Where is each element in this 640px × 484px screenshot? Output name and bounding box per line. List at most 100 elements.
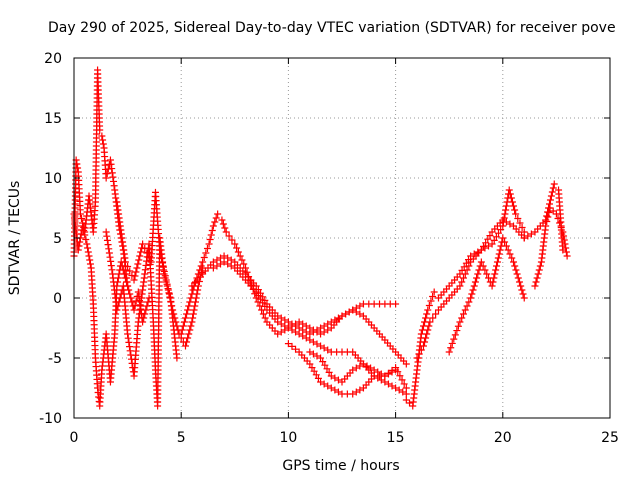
data-point [234, 248, 242, 256]
series-noon-low [209, 258, 410, 398]
data-point [132, 268, 140, 276]
y-tick-label: 5 [53, 231, 62, 247]
data-point [495, 229, 503, 237]
data-point [222, 228, 230, 236]
data-point [497, 226, 505, 234]
data-point [125, 338, 133, 346]
data-point [203, 245, 211, 252]
data-point [425, 302, 433, 309]
data-point [342, 310, 350, 318]
data-point [493, 262, 501, 270]
data-point [454, 322, 462, 330]
data-point [302, 322, 310, 330]
data-point [177, 330, 185, 338]
data-point [543, 212, 551, 220]
data-point [309, 338, 317, 346]
data-point [306, 330, 314, 338]
data-point [159, 259, 167, 267]
data-point [324, 346, 332, 354]
data-point [292, 322, 300, 330]
data-point [417, 346, 425, 354]
data-point [352, 308, 360, 316]
data-point [334, 376, 342, 384]
data-point [556, 219, 564, 227]
data-point [450, 335, 458, 343]
y-tick-label: -5 [48, 351, 62, 367]
data-point [124, 330, 132, 338]
data-point [205, 240, 213, 248]
data-point [213, 262, 221, 270]
data-point [505, 186, 513, 194]
data-point [459, 274, 467, 282]
data-point [426, 318, 434, 326]
x-tick-label: 5 [177, 430, 186, 446]
data-point [327, 384, 335, 392]
data-point [288, 320, 296, 328]
data-point [79, 222, 87, 230]
data-point [463, 266, 471, 274]
data-point [306, 348, 314, 356]
data-point [166, 293, 174, 301]
data-point [161, 272, 169, 280]
x-tick-label: 15 [387, 430, 405, 446]
y-axis-label: SDTVAR / TECUs [7, 181, 23, 296]
data-point [465, 298, 473, 306]
data-point [105, 249, 113, 257]
data-point [427, 297, 435, 305]
data-point [110, 182, 118, 190]
series-late-recovery-c [445, 234, 528, 356]
data-point [197, 262, 205, 270]
data-point [467, 294, 475, 302]
data-point [370, 366, 378, 374]
data-point [126, 267, 134, 275]
data-point [86, 260, 94, 268]
data-point [207, 231, 215, 239]
data-point [103, 170, 111, 177]
data-point [277, 328, 285, 336]
data-point [324, 326, 332, 334]
data-point [236, 252, 244, 260]
data-point [183, 338, 191, 346]
x-axis-label: GPS time / hours [282, 458, 399, 474]
data-point [233, 244, 241, 252]
data-point [102, 174, 110, 182]
data-point [494, 254, 502, 262]
data-point [323, 365, 331, 373]
data-point [492, 266, 500, 274]
data-point [131, 272, 139, 280]
data-point [519, 290, 527, 298]
data-point [110, 177, 118, 185]
data-point [367, 364, 375, 372]
data-point [320, 328, 328, 336]
tick-layer: 0 5 10 15 20 25 -10 -5 0 5 10 15 20 [39, 51, 619, 446]
data-point [163, 280, 171, 288]
data-point [103, 232, 111, 240]
data-point [473, 274, 481, 282]
data-point [211, 218, 219, 226]
data-point [173, 322, 181, 330]
data-point [381, 378, 389, 386]
data-point [317, 354, 325, 362]
data-point [74, 164, 82, 172]
data-point [274, 330, 282, 338]
data-point [105, 245, 113, 253]
data-point [178, 326, 186, 334]
data-point [227, 256, 235, 264]
data-point [483, 270, 491, 278]
y-tick-label: 20 [44, 51, 62, 67]
data-point [516, 219, 524, 227]
data-point [217, 254, 225, 262]
data-point [445, 348, 453, 356]
data-point [518, 224, 526, 231]
data-point [402, 384, 410, 392]
data-point [423, 310, 431, 318]
data-point [281, 322, 289, 330]
data-point [502, 202, 510, 210]
data-point [500, 214, 508, 222]
data-point [471, 278, 479, 286]
data-point [184, 306, 192, 314]
data-point [421, 338, 429, 346]
data-point [392, 300, 400, 308]
data-point [127, 294, 135, 302]
data-point [388, 368, 396, 376]
